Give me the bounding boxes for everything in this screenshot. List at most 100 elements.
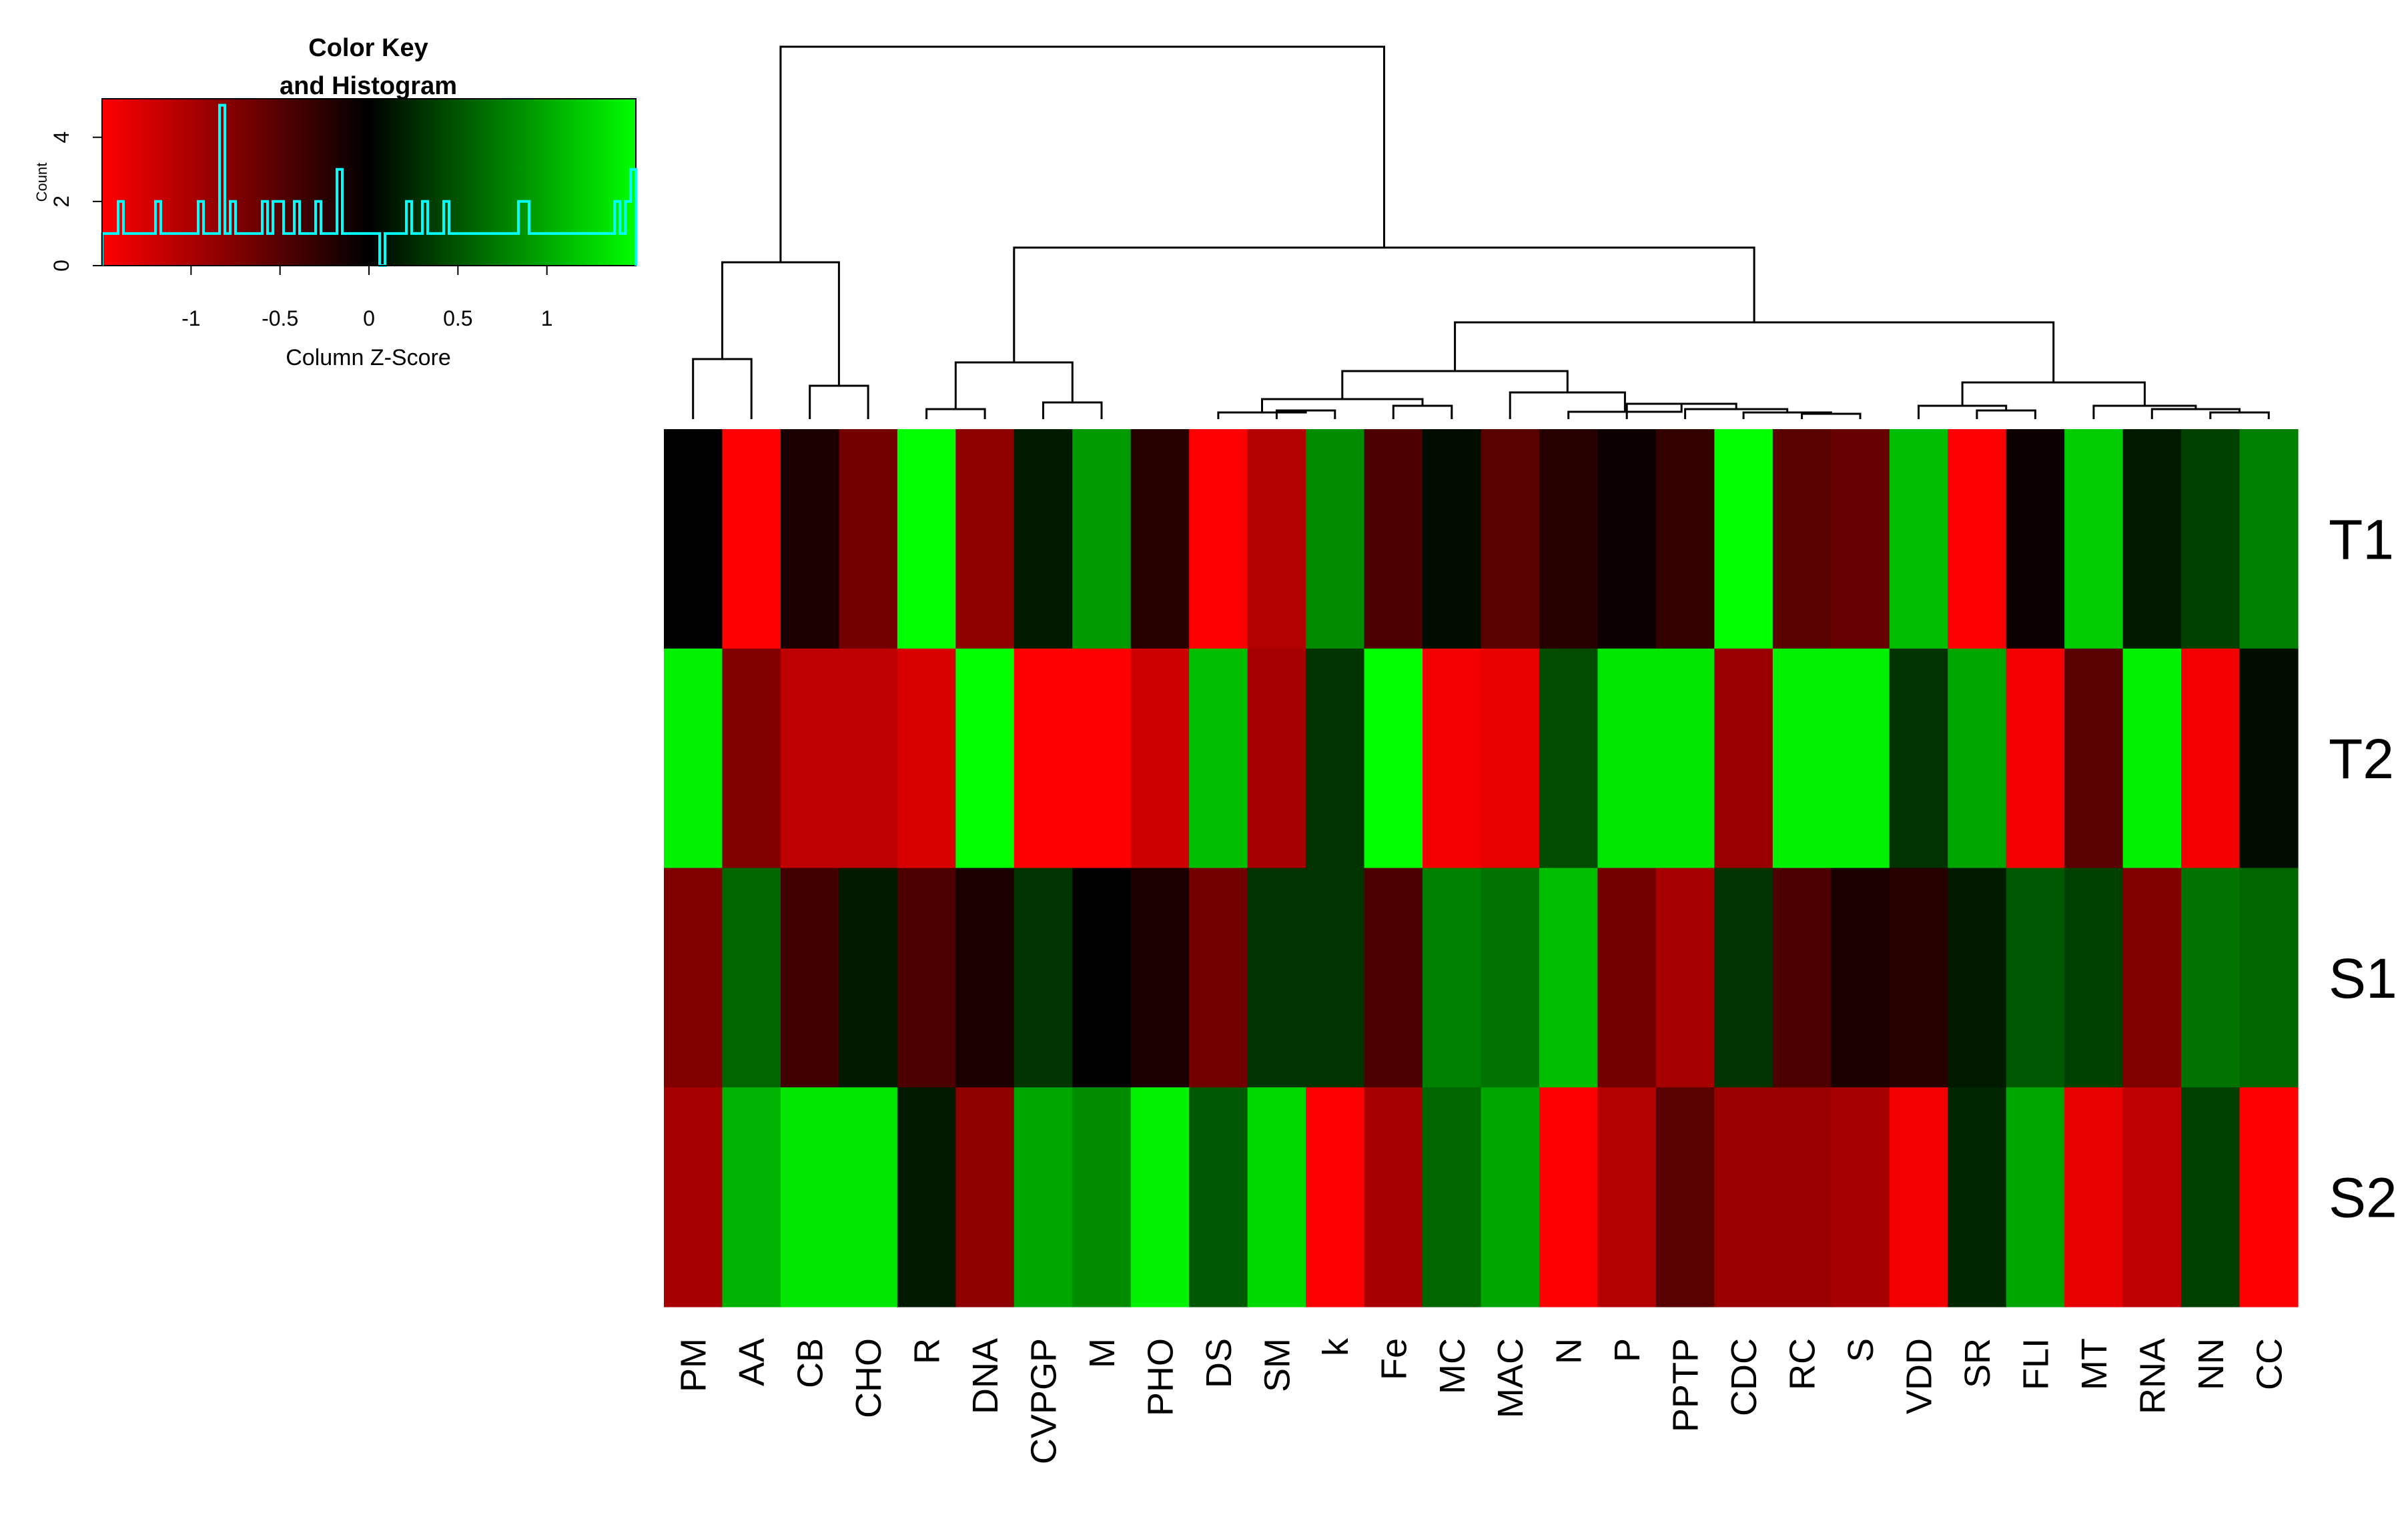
- column-label: PHO: [1140, 1338, 1180, 1416]
- dendrogram-link: [1392, 404, 1453, 419]
- dendrogram-link: [1454, 321, 2055, 382]
- key-y-tick-label: 0: [49, 260, 73, 272]
- column-label: VDD: [1900, 1338, 1940, 1414]
- column-label: SR: [1958, 1338, 1998, 1388]
- dendrogram-link: [1961, 381, 2146, 406]
- heatmap-cell: [1306, 1087, 1365, 1307]
- heatmap-cell: [2122, 429, 2182, 649]
- column-label: N: [1549, 1338, 1589, 1364]
- column-label: DS: [1199, 1338, 1239, 1388]
- column-label: P: [1607, 1338, 1647, 1362]
- heatmap-cell: [1072, 868, 1132, 1088]
- heatmap-cell: [1072, 429, 1132, 649]
- column-labels: PM AA CB CHO R DNA CVPGP M PHO DS SM k Fe MC MAC N P PPTP…: [674, 1337, 2290, 1464]
- heatmap-cell: [1772, 429, 1832, 649]
- heatmap-cell: [1247, 648, 1306, 869]
- heatmap-cell: [780, 868, 839, 1088]
- column-label: DNA: [965, 1338, 1006, 1414]
- dendrogram-link: [1742, 411, 1832, 419]
- key-x-tick-label: 0: [363, 306, 375, 330]
- heatmap-cell: [1889, 1087, 1948, 1307]
- heatmap-cell: [1539, 868, 1599, 1088]
- row-label: S2: [2329, 1167, 2397, 1229]
- heatmap-cell: [955, 429, 1015, 649]
- color-key-ylabel: Count: [33, 163, 50, 202]
- heatmap-cell: [1948, 648, 2007, 869]
- heatmap-cell: [897, 648, 956, 869]
- key-y-tick-label: 2: [49, 196, 73, 208]
- heatmap-cell: [2181, 1087, 2241, 1307]
- heatmap-cell: [1772, 868, 1832, 1088]
- heatmap-cell: [1597, 648, 1657, 869]
- heatmap-cell: [1306, 429, 1365, 649]
- heatmap-cell: [1772, 648, 1832, 869]
- column-dendrogram: [692, 45, 2270, 419]
- key-x-tick-label: 1: [541, 306, 553, 330]
- color-key-title-line1: Color Key: [308, 34, 428, 62]
- column-label: M: [1082, 1338, 1122, 1368]
- heatmap-cell: [1306, 648, 1365, 869]
- heatmap-cell: [2064, 429, 2124, 649]
- column-label: CC: [2249, 1338, 2289, 1390]
- heatmap-cell: [1772, 1087, 1832, 1307]
- heatmap-cell: [2006, 868, 2065, 1088]
- heatmap-cell: [1539, 648, 1599, 869]
- heatmap-cell: [2122, 868, 2182, 1088]
- key-x-tick-label: -0.5: [262, 306, 298, 330]
- heatmap-cell: [1189, 868, 1248, 1088]
- key-x-tick-label: -1: [181, 306, 200, 330]
- dendrogram-link: [809, 384, 869, 419]
- row-label: S1: [2329, 947, 2397, 1010]
- heatmap-cell: [1539, 1087, 1599, 1307]
- heatmap-cell: [1539, 429, 1599, 649]
- dendrogram-link: [2150, 408, 2241, 419]
- heatmap-cell: [2181, 868, 2241, 1088]
- heatmap-cell: [1481, 1087, 1540, 1307]
- heatmap-cell: [1597, 868, 1657, 1088]
- heatmap-cell: [780, 1087, 839, 1307]
- heatmap-cell: [2006, 648, 2065, 869]
- heatmap-cell: [1423, 648, 1482, 869]
- heatmap-cell: [1597, 429, 1657, 649]
- column-label: CHO: [849, 1338, 889, 1418]
- column-label: PM: [674, 1338, 714, 1392]
- heatmap-cells: [664, 429, 2299, 1307]
- heatmap-cell: [1364, 868, 1423, 1088]
- heatmap-cell: [839, 1087, 898, 1307]
- key-x-tick-label: 0.5: [443, 306, 472, 330]
- color-key-axes: -1 -0.5 0 0.5 1 0 2 4: [49, 131, 553, 330]
- heatmap-cell: [1364, 1087, 1423, 1307]
- heatmap-cell: [897, 868, 956, 1088]
- heatmap-cell: [2064, 868, 2124, 1088]
- heatmap-cell: [2006, 1087, 2065, 1307]
- heatmap-cell: [1423, 868, 1482, 1088]
- heatmap-cell: [1481, 648, 1540, 869]
- heatmap-cell: [1948, 868, 2007, 1088]
- heatmap-cell: [1189, 1087, 1248, 1307]
- column-label: FLI: [2016, 1338, 2056, 1390]
- heatmap-cell: [722, 1087, 781, 1307]
- heatmap-cell: [1714, 429, 1773, 649]
- heatmap-cell: [897, 429, 956, 649]
- dendrogram-link: [1684, 408, 1789, 419]
- heatmap-cell: [1423, 429, 1482, 649]
- heatmap-cell: [1130, 648, 1190, 869]
- column-label: CB: [791, 1338, 831, 1388]
- heatmap-cell: [1481, 868, 1540, 1088]
- column-label: MAC: [1491, 1338, 1531, 1418]
- heatmap-cell: [955, 1087, 1015, 1307]
- color-key-xlabel: Column Z-Score: [286, 345, 451, 370]
- heatmap-cell: [722, 429, 781, 649]
- column-label: MT: [2074, 1338, 2114, 1390]
- heatmap-cell: [2122, 648, 2182, 869]
- heatmap-cell: [1889, 868, 1948, 1088]
- column-label: SM: [1257, 1338, 1297, 1392]
- heatmap-cell: [1072, 1087, 1132, 1307]
- heatmap-cell: [2006, 429, 2065, 649]
- heatmap-cell: [1130, 868, 1190, 1088]
- heatmap-cell: [1189, 429, 1248, 649]
- dendrogram-link: [779, 45, 1385, 262]
- heatmap-cell: [1948, 429, 2007, 649]
- heatmap-cell: [2181, 429, 2241, 649]
